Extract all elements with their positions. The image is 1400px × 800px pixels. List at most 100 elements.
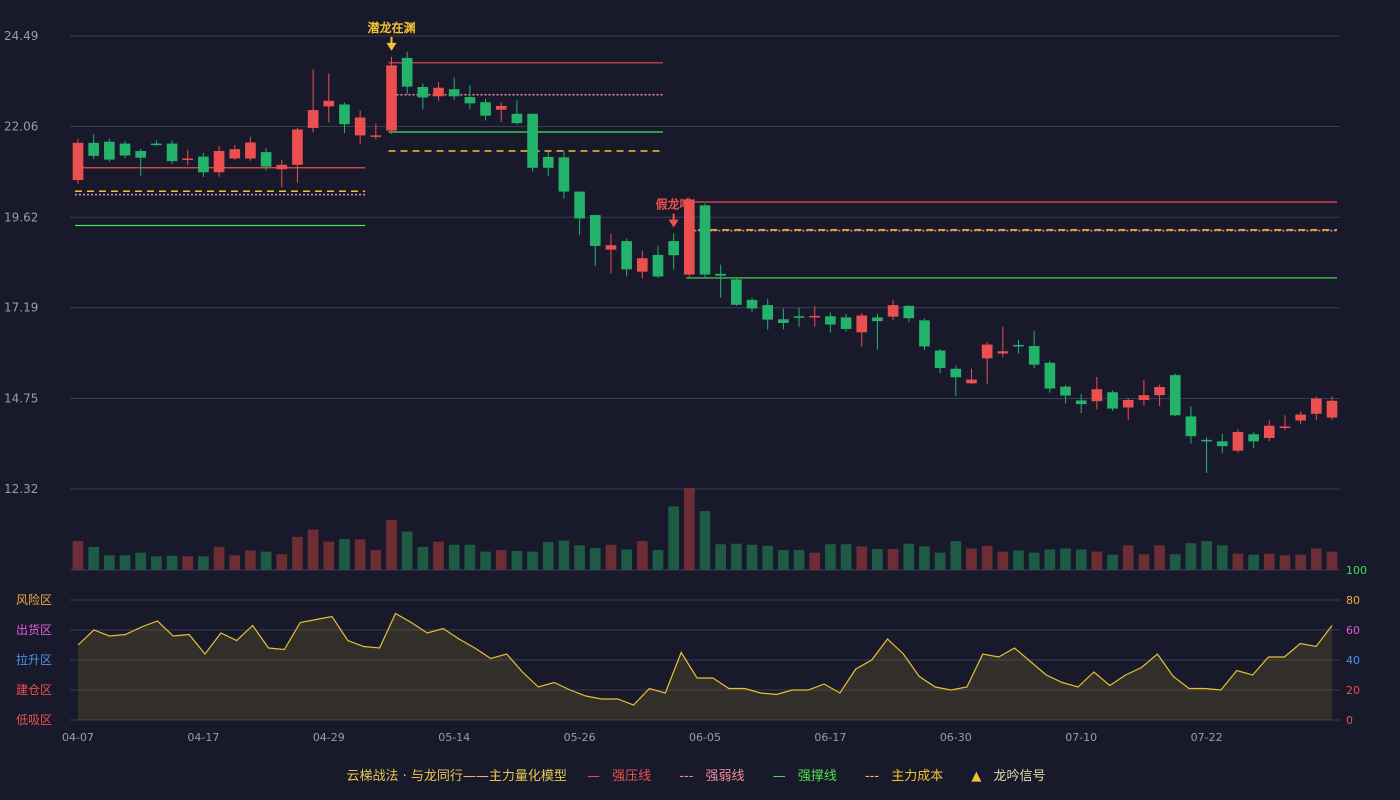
candle-body [1310, 398, 1322, 414]
volume-bar [934, 552, 946, 570]
legend-item-pressure[interactable]: — 强压线 [587, 769, 652, 784]
candle-body [605, 245, 617, 250]
candle-body [1232, 432, 1244, 451]
candle-body [307, 110, 319, 128]
candle-body [323, 100, 335, 107]
volume-bar [104, 555, 115, 570]
legend-title: 云梯战法 · 与龙同行——主力量化模型 [346, 769, 567, 784]
volume-bar [542, 542, 554, 570]
legend-item-weak[interactable]: --- 强弱线 [679, 769, 745, 784]
price-tick-label: 24.49 [4, 29, 38, 43]
candle-body [1075, 400, 1087, 405]
volume-bar [1075, 549, 1087, 570]
volume-bar [1091, 551, 1103, 570]
price-tick-label: 19.62 [4, 210, 38, 224]
candle-body [636, 258, 648, 272]
candle-body [1216, 441, 1228, 447]
candle-body [213, 151, 225, 173]
candle-body [1028, 346, 1040, 365]
volume-bar [1138, 554, 1150, 570]
legend-item-support[interactable]: — 强撑线 [772, 769, 837, 784]
volume-bar [511, 551, 523, 570]
candle-body [762, 305, 774, 320]
x-tick-label: 07-22 [1191, 731, 1223, 744]
indicator-tick-label: 20 [1346, 684, 1360, 697]
volume-bar [589, 547, 601, 570]
candle-body [699, 205, 711, 275]
volume-bar [731, 543, 742, 570]
price-tick-label: 14.75 [4, 392, 38, 406]
volume-bar [260, 551, 272, 570]
candle-body [731, 279, 742, 305]
candle-body [151, 143, 162, 146]
candle-body [825, 316, 836, 325]
volume-bar [339, 538, 350, 570]
candle-body [558, 157, 570, 192]
volume-bar [386, 520, 397, 570]
candle-body [1279, 426, 1291, 428]
volume-bar [527, 551, 538, 570]
indicator-zone-label: 建仓区 [16, 683, 52, 697]
candle-body [950, 368, 962, 378]
candle-body [997, 351, 1009, 354]
volume-bar [856, 546, 868, 570]
legend-item-cost[interactable]: --- 主力成本 [864, 769, 944, 784]
volume-bar [699, 511, 711, 570]
volume-bar [1154, 545, 1165, 570]
candle-body [88, 142, 100, 156]
volume-bar [636, 541, 648, 570]
volume-bar [119, 555, 131, 570]
volume-bar [1263, 553, 1275, 570]
indicator-tick-label: 80 [1346, 594, 1360, 607]
volume-bar [605, 544, 617, 570]
candle-body [840, 317, 852, 329]
candle-body [339, 104, 350, 125]
candle-body [981, 344, 993, 359]
volume-bar [793, 550, 805, 570]
candle-body [1295, 414, 1306, 421]
candle-body [903, 305, 915, 319]
volume-bar [887, 548, 899, 570]
candle-body [1091, 389, 1103, 402]
x-tick-label: 04-17 [187, 731, 219, 744]
x-tick-label: 07-10 [1065, 731, 1097, 744]
candle-body [1169, 375, 1181, 416]
volume-bar [151, 556, 162, 570]
volume-bar [1169, 554, 1181, 570]
volume-bar [1232, 553, 1244, 570]
volume-bar [558, 540, 570, 570]
volume-bar [1028, 552, 1040, 570]
indicator-tick-label: 40 [1346, 654, 1360, 667]
volume-bar [1310, 548, 1322, 570]
indicator-tick-label: 60 [1346, 624, 1360, 637]
candle-body [245, 142, 256, 159]
signal-arrow-icon [386, 42, 397, 51]
x-tick-label: 05-14 [438, 731, 470, 744]
legend-item-signal[interactable]: ▲ 龙吟信号 [971, 769, 1046, 784]
volume-bar [480, 551, 491, 570]
candle-body [119, 143, 131, 156]
candle-body [746, 299, 758, 309]
candle-body [1154, 387, 1165, 396]
candle-body [872, 317, 883, 322]
candle-body [1044, 362, 1056, 389]
candle-body [229, 149, 241, 159]
volume-bar [825, 544, 836, 570]
indicator-zone-label: 出货区 [16, 622, 52, 637]
volume-bar [166, 555, 178, 570]
candle-body [198, 156, 209, 173]
indicator-tick-label: 100 [1346, 564, 1367, 577]
candle-body [574, 191, 585, 219]
candle-body [417, 86, 429, 98]
volume-bar [292, 536, 303, 570]
volume-bar [683, 488, 695, 570]
candle-body [511, 113, 523, 124]
volume-bar [182, 556, 194, 570]
candle-body [1248, 434, 1259, 442]
volume-bar [574, 545, 585, 570]
signal-label: 假龙吟 [656, 197, 692, 212]
indicator-tick-label: 0 [1346, 714, 1353, 727]
volume-bar [464, 544, 476, 570]
volume-bar [354, 539, 366, 570]
